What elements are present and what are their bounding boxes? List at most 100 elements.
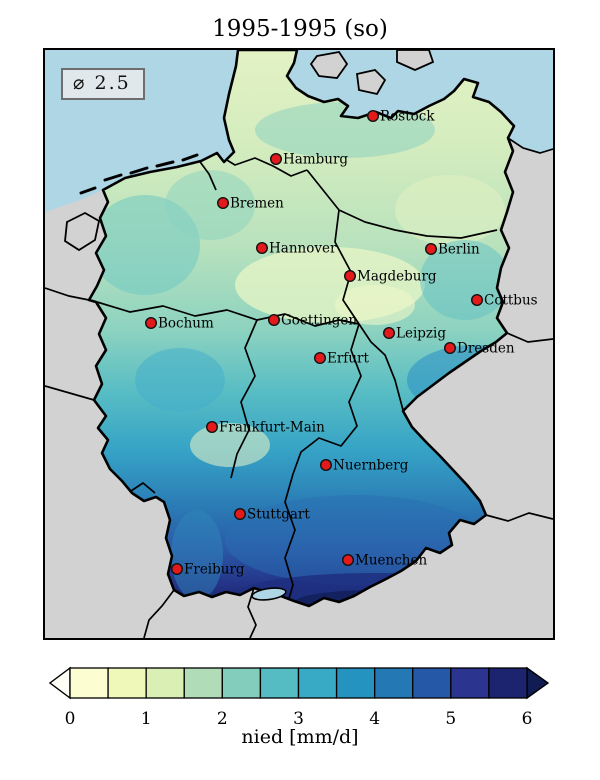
country-border-5	[506, 332, 553, 343]
country-border-6	[507, 137, 553, 154]
city-label-rostock: Rostock	[380, 109, 435, 125]
city-label-magdeburg: Magdeburg	[357, 269, 437, 285]
colorbar-segment-6	[297, 667, 338, 699]
colorbar-segment-1	[107, 667, 147, 699]
map-frame: Rostock Hamburg Bremen Hannover Berlin Magdeb…	[43, 48, 555, 640]
mean-annotation-text: ⌀ 2.5	[73, 72, 131, 94]
state-border-1	[306, 169, 498, 239]
country-border-0	[45, 287, 90, 301]
city-label-freiburg: Freiburg	[184, 562, 245, 578]
state-border-7	[284, 473, 296, 603]
state-border-6	[358, 323, 404, 411]
island-2	[396, 50, 435, 71]
mean-annotation-box: ⌀ 2.5	[61, 68, 145, 100]
coastal-islands	[64, 153, 199, 252]
city-label-hannover: Hannover	[269, 241, 337, 257]
city-marker-hannover	[255, 241, 268, 254]
colorbar-tick-3: 3	[293, 709, 304, 729]
colorbar-segment-2	[145, 667, 185, 699]
city-label-erfurt: Erfurt	[327, 351, 369, 367]
colorbar-segment-8	[374, 667, 414, 699]
colorbar: 0 1 2 3 4 5 6	[48, 666, 550, 729]
colorbar-tick-2: 2	[217, 709, 228, 729]
city-label-cottbus: Cottbus	[484, 293, 538, 309]
city-marker-erfurt	[314, 352, 327, 365]
state-border-5	[292, 323, 362, 475]
city-label-muenchen: Muenchen	[355, 553, 427, 569]
contour-blob-9	[190, 423, 270, 467]
city-marker-bremen	[216, 196, 229, 209]
country-border-3	[247, 587, 257, 638]
coast-island-dash-0	[79, 186, 97, 195]
colorbar-tick-6: 6	[522, 709, 533, 729]
contour-blob-2	[165, 170, 255, 240]
germany-border	[87, 50, 516, 608]
lake-bodensee	[251, 587, 287, 601]
colorbar-segment-10	[450, 667, 490, 699]
colorbar-label: nied [mm/d]	[241, 726, 359, 748]
coast-island-dash-4	[181, 153, 199, 162]
city-marker-stuttgart	[233, 508, 246, 521]
colorbar-segment-0	[69, 667, 109, 699]
colorbar-tick-1: 1	[141, 709, 152, 729]
colorbar-segment-7	[335, 667, 376, 699]
city-label-stuttgart: Stuttgart	[247, 507, 310, 523]
city-label-bremen: Bremen	[230, 196, 284, 212]
city-label-leipzig: Leipzig	[396, 326, 446, 342]
city-label-goettingen: Goettingen	[281, 313, 357, 329]
city-marker-muenchen	[342, 554, 355, 567]
coast-island-dash-2	[129, 166, 149, 175]
cities-layer: Rostock Hamburg Bremen Hannover BerlinMagdeb…	[144, 109, 538, 578]
state-border-9	[130, 482, 156, 494]
contour-blob-4	[395, 175, 505, 245]
colorbar-segment-5	[259, 667, 300, 699]
city-marker-cottbus	[471, 293, 484, 306]
country-border-1	[45, 385, 95, 401]
city-marker-magdeburg	[344, 269, 357, 282]
germany-precipitation-map: Rostock Hamburg Bremen Hannover BerlinMagdeb…	[45, 50, 553, 638]
country-border-4	[485, 512, 553, 522]
state-border-3	[96, 301, 360, 327]
colorbar-segment-3	[183, 667, 223, 699]
neighbor-country-borders	[45, 137, 553, 638]
figure-title: 1995-1995 (so)	[212, 16, 388, 42]
city-label-frankfurt-main: Frankfurt-Main	[219, 420, 325, 436]
city-label-berlin: Berlin	[438, 242, 480, 258]
ijsselmeer-outline	[64, 211, 101, 252]
city-label-nuernberg: Nuernberg	[333, 458, 409, 474]
contour-blob-10	[171, 510, 223, 600]
colorbar-tick-4: 4	[369, 709, 380, 729]
coast-island-dash-1	[103, 173, 123, 182]
island-0	[309, 51, 349, 79]
state-border-4	[230, 319, 258, 479]
baltic-sea	[287, 50, 553, 153]
city-marker-freiburg	[170, 563, 183, 576]
city-label-hamburg: Hamburg	[283, 152, 348, 168]
colorbar-under-arrow	[48, 666, 71, 700]
city-label-dresden: Dresden	[457, 341, 515, 357]
colorbar-tick-0: 0	[65, 709, 76, 729]
city-marker-frankfurt-main	[205, 421, 218, 434]
colorbar-over-arrow	[526, 666, 550, 700]
city-marker-hamburg	[269, 152, 282, 165]
colorbar-tick-5: 5	[445, 709, 456, 729]
colorbar-segment-11	[488, 667, 528, 699]
city-marker-leipzig	[383, 327, 396, 340]
state-border-0	[216, 153, 308, 177]
city-marker-bochum	[144, 317, 157, 330]
contour-blob-6	[420, 240, 510, 320]
city-marker-dresden	[444, 342, 457, 355]
city-marker-rostock	[367, 110, 380, 123]
country-border-2	[143, 589, 175, 638]
colorbar-segment-9	[412, 667, 452, 699]
coast-island-dash-3	[155, 160, 175, 168]
colorbar-segment-4	[221, 667, 262, 699]
city-marker-goettingen	[267, 314, 280, 327]
city-marker-nuernberg	[320, 459, 333, 472]
denmark-islands	[309, 50, 435, 96]
city-label-bochum: Bochum	[158, 316, 214, 332]
island-1	[356, 69, 387, 96]
city-marker-berlin	[425, 242, 438, 255]
contour-blob-5	[335, 285, 415, 325]
